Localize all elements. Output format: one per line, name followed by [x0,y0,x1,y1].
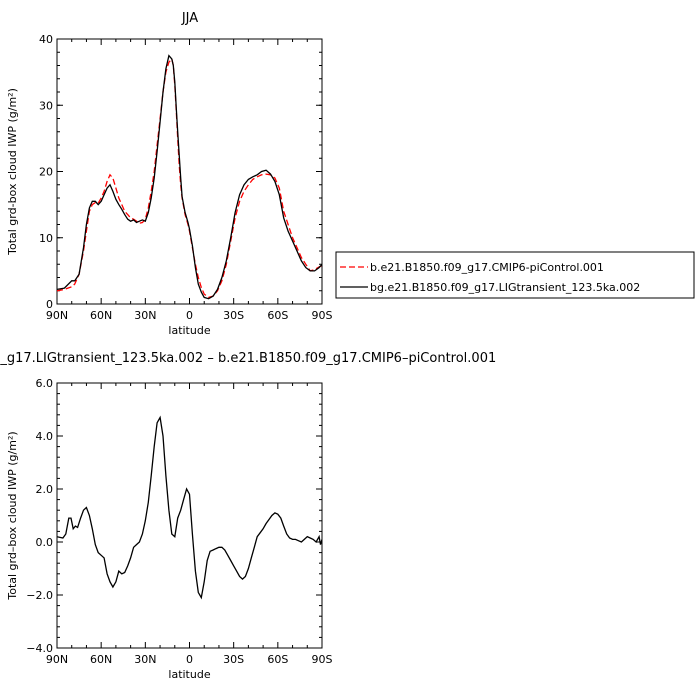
x-tick-label: 30S [223,309,244,322]
x-tick-label: 60S [267,309,288,322]
x-tick-label: 0 [186,653,193,666]
y-axis-label: Total grd–box cloud IWP (g/m²) [6,431,19,600]
y-axis-label: Total grd-box cloud IWP (g/m²) [6,88,19,256]
y-tick-label: 40 [39,33,53,46]
x-tick-label: 60N [90,653,112,666]
plot-frame [56,382,323,649]
y-tick-label: 0.0 [36,536,54,549]
x-tick-label: 90N [46,309,68,322]
legend: b.e21.B1850.f09_g17.CMIP6-piControl.001b… [335,251,695,299]
x-tick-label: 60S [267,653,288,666]
y-tick-label: −4.0 [26,642,53,655]
series-line-0 [57,415,322,600]
y-tick-label: 4.0 [36,430,54,443]
series-line-0 [57,57,322,299]
legend-label-0: b.e21.B1850.f09_g17.CMIP6-piControl.001 [370,261,604,274]
chart-title: JJA [181,11,198,26]
x-tick-label: 60N [90,309,112,322]
x-tick-label: 30N [134,309,156,322]
y-tick-label: 30 [39,99,53,112]
y-tick-label: 0 [46,298,53,311]
x-tick-label: 30S [223,653,244,666]
x-tick-label: 90S [312,653,333,666]
x-axis-label: latitude [168,324,210,337]
legend-box [335,251,695,299]
x-tick-label: 90N [46,653,68,666]
y-tick-label: −2.0 [26,589,53,602]
chart-panel-bottom: bg.e21.B1850.f09_g17.LIGtransient_123.5k… [0,351,496,681]
x-tick-label: 30N [134,653,156,666]
chart-panel-top: JJA 90N 60N 30N 0 30S 60S 90S 0 10 20 30 40 latitude T… [6,11,333,337]
chart-title: bg.e21.B1850.f09_g17.LIGtransient_123.5k… [0,351,496,366]
x-tick-label: 90S [312,309,333,322]
series-line-1 [57,54,322,300]
y-tick-label: 6.0 [36,377,54,390]
y-tick-label: 20 [39,166,53,179]
x-axis-label: latitude [168,668,210,681]
y-tick-label: 2.0 [36,483,54,496]
x-tick-label: 0 [186,309,193,322]
plot-frame [56,38,323,305]
legend-label-1: bg.e21.B1850.f09_g17.LIGtransient_123.5k… [370,281,640,294]
y-tick-label: 10 [39,232,53,245]
